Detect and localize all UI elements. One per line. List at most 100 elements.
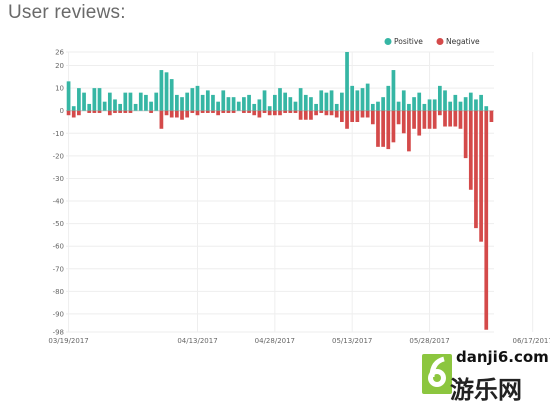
positive-bar xyxy=(401,90,406,111)
negative-bar xyxy=(489,110,494,122)
positive-bar xyxy=(334,103,339,111)
negative-bar xyxy=(257,110,262,118)
legend-marker xyxy=(436,38,444,45)
watermark-name: 游乐网 xyxy=(450,376,522,404)
positive-bar xyxy=(422,103,427,111)
positive-bar xyxy=(66,81,71,111)
positive-bar xyxy=(407,103,411,111)
negative-bar xyxy=(298,110,303,120)
positive-bar xyxy=(107,92,112,111)
positive-bar xyxy=(412,97,416,111)
negative-bar xyxy=(164,110,169,116)
positive-bar xyxy=(365,83,370,111)
positive-bar xyxy=(113,99,117,111)
negative-bar xyxy=(123,110,128,113)
negative-bar xyxy=(417,110,422,136)
positive-bar xyxy=(180,97,184,111)
x-tick-label: 04/28/2017 xyxy=(255,337,295,345)
negative-bar xyxy=(468,110,473,190)
positive-bar xyxy=(267,106,272,111)
negative-bar xyxy=(334,110,339,118)
legend-marker xyxy=(384,38,392,45)
positive-bar xyxy=(370,103,375,111)
negative-bar xyxy=(169,110,174,118)
y-tick-label: -80 xyxy=(53,288,64,296)
page-title: User reviews: xyxy=(8,2,126,23)
positive-bar xyxy=(175,94,179,111)
negative-bar xyxy=(77,110,81,116)
chart-bars xyxy=(66,52,494,330)
positive-bar xyxy=(340,92,344,111)
negative-bar xyxy=(267,110,272,116)
positive-bar xyxy=(381,97,385,111)
positive-bar xyxy=(247,94,251,111)
positive-bar xyxy=(185,92,190,111)
positive-bar xyxy=(216,101,220,111)
negative-bar xyxy=(107,110,112,116)
positive-bar xyxy=(221,90,226,111)
positive-bar xyxy=(102,101,107,111)
negative-bar xyxy=(118,110,123,113)
negative-bar xyxy=(443,110,447,127)
negative-bar xyxy=(350,110,355,122)
y-tick-label: 20 xyxy=(55,62,64,70)
negative-bar xyxy=(149,110,153,113)
positive-bar xyxy=(144,94,148,111)
negative-bar xyxy=(190,110,195,113)
positive-bar xyxy=(468,92,473,111)
y-tick-label: 10 xyxy=(55,85,64,93)
positive-bar xyxy=(314,103,318,111)
negative-bar xyxy=(427,110,432,129)
y-tick-label: -90 xyxy=(53,310,64,318)
positive-bar xyxy=(458,101,463,111)
x-tick-label: 05/13/2017 xyxy=(332,337,372,345)
watermark: danji6.com 游乐网 xyxy=(420,346,549,404)
negative-bar xyxy=(195,110,200,116)
negative-bar xyxy=(175,110,179,118)
positive-bar xyxy=(463,97,468,111)
negative-bar xyxy=(113,110,117,113)
negative-bar xyxy=(200,110,205,113)
negative-bar xyxy=(407,110,411,152)
legend-label: Negative xyxy=(446,37,480,46)
positive-bar xyxy=(92,88,97,111)
positive-bar xyxy=(169,79,174,111)
x-tick-label: 04/13/2017 xyxy=(177,337,217,345)
negative-bar xyxy=(283,110,288,113)
negative-bar xyxy=(303,110,308,120)
positive-bar xyxy=(386,85,391,111)
negative-bar xyxy=(453,110,458,127)
positive-bar xyxy=(272,94,277,111)
positive-bar xyxy=(288,97,293,111)
negative-bar xyxy=(463,110,468,159)
positive-bar xyxy=(443,90,447,111)
positive-bar xyxy=(376,101,380,111)
negative-bar xyxy=(355,110,360,122)
positive-bar xyxy=(149,101,153,111)
positive-bar xyxy=(484,106,489,111)
negative-bar xyxy=(448,110,453,127)
positive-bar xyxy=(262,90,267,111)
positive-bar xyxy=(293,101,298,111)
negative-bar xyxy=(242,110,246,113)
y-tick-label: -30 xyxy=(53,175,64,183)
negative-bar xyxy=(432,110,437,129)
positive-bar xyxy=(200,94,205,111)
negative-bar xyxy=(205,110,210,113)
negative-bar xyxy=(216,110,220,116)
positive-bar xyxy=(82,92,86,111)
positive-bar xyxy=(355,90,360,111)
x-tick-label: 05/28/2017 xyxy=(409,337,449,345)
negative-bar xyxy=(288,110,293,113)
positive-bar xyxy=(303,94,308,111)
negative-bar xyxy=(314,110,318,116)
positive-bar xyxy=(417,92,422,111)
positive-bar xyxy=(97,88,102,111)
positive-bar xyxy=(448,101,453,111)
negative-bar xyxy=(474,110,478,229)
positive-bar xyxy=(236,101,241,111)
negative-bar xyxy=(293,110,298,113)
negative-bar xyxy=(231,110,236,113)
y-tick-label: -10 xyxy=(53,130,64,138)
y-tick-label: -20 xyxy=(53,152,64,160)
